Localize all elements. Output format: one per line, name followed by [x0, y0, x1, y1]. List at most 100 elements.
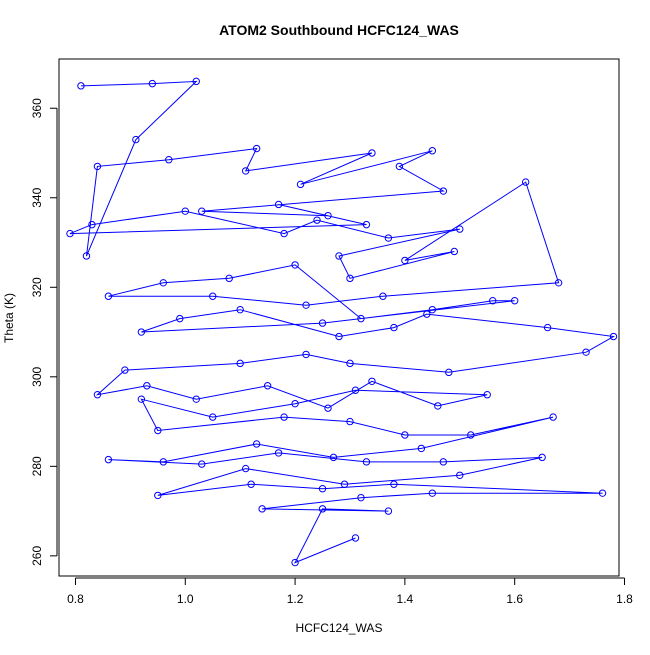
data-point [489, 297, 497, 305]
x-axis-label: HCFC124_WAS [296, 621, 383, 635]
data-point [609, 332, 618, 341]
data-point [198, 460, 206, 468]
data-point [417, 444, 426, 453]
data-point [357, 314, 365, 323]
data-point [384, 234, 393, 242]
data-point [428, 305, 437, 314]
data-point [318, 505, 327, 513]
data-point [236, 305, 244, 314]
data-point [439, 458, 448, 466]
data-point [538, 453, 546, 462]
plot-frame [58, 58, 620, 577]
data-point [181, 207, 189, 215]
data-point [313, 216, 321, 224]
plot-series [66, 77, 618, 567]
y-axis-label: Theta (K) [2, 293, 16, 343]
data-point [335, 252, 343, 260]
data-point [379, 292, 387, 300]
data-point [154, 426, 162, 435]
data-point [318, 485, 327, 493]
data-point [274, 449, 283, 457]
y-tick-label: 260 [30, 546, 44, 566]
data-point [143, 382, 151, 390]
data-point [198, 207, 206, 215]
data-point [225, 274, 233, 283]
data-point [582, 348, 590, 356]
data-point [401, 431, 409, 439]
data-point [280, 413, 288, 421]
data-point [428, 489, 437, 497]
data-point [258, 505, 266, 513]
data-point [395, 162, 404, 171]
x-tick-label: 1.6 [506, 592, 523, 606]
data-point [241, 464, 250, 473]
x-tick-label: 1.0 [177, 592, 194, 606]
x-tick-label: 0.8 [67, 592, 84, 606]
data-point [456, 225, 464, 233]
data-point [439, 187, 448, 195]
y-tick-label: 340 [30, 187, 44, 207]
data-point [324, 211, 332, 220]
data-point [274, 200, 283, 209]
data-point [324, 404, 332, 412]
data-point [362, 458, 371, 466]
data-point [357, 493, 365, 502]
data-point [241, 167, 250, 175]
data-point [291, 399, 299, 408]
data-point [450, 247, 458, 256]
data-point [428, 147, 437, 155]
data-point [340, 480, 349, 488]
data-point [434, 402, 442, 410]
data-point [209, 413, 217, 421]
x-tick-label: 1.8 [616, 592, 633, 606]
data-point [192, 395, 200, 403]
data-point [598, 489, 607, 497]
data-point [335, 332, 343, 341]
data-point [236, 359, 244, 368]
data-point [351, 534, 360, 542]
data-point [351, 386, 360, 394]
data-point [247, 480, 255, 488]
data-point [137, 395, 146, 403]
y-tick-label: 300 [30, 366, 44, 386]
data-point [291, 261, 299, 269]
data-point [209, 292, 217, 300]
data-point [159, 279, 168, 287]
data-point [154, 491, 162, 500]
data-point [346, 359, 354, 368]
data-point [543, 323, 552, 332]
data-point [445, 368, 453, 377]
data-point [252, 440, 261, 448]
data-point [329, 453, 338, 462]
y-axis: 260 280 300 320 340 360 [30, 98, 58, 566]
data-point [148, 79, 157, 88]
data-point [252, 144, 261, 153]
data-point [318, 319, 327, 327]
data-point [104, 292, 113, 300]
data-point [296, 180, 305, 189]
data-point [467, 431, 475, 439]
data-point [554, 279, 563, 287]
data-point [368, 149, 376, 157]
data-point [302, 350, 310, 359]
x-axis: 0.8 1.0 1.2 1.4 1.6 1.8 [67, 577, 633, 606]
y-tick-label: 320 [30, 277, 44, 297]
data-point [88, 220, 96, 229]
data-point [82, 252, 91, 260]
data-point [510, 297, 519, 305]
y-tick-label: 360 [30, 98, 44, 118]
x-tick-label: 1.2 [287, 592, 304, 606]
data-point [549, 413, 557, 421]
data-point [346, 417, 354, 426]
data-point [159, 458, 168, 466]
data-point [165, 156, 173, 164]
data-point [368, 377, 376, 385]
data-point [362, 220, 371, 229]
data-point [132, 135, 140, 144]
chart-title: ATOM2 Southbound HCFC124_WAS [219, 22, 459, 38]
data-point [121, 366, 129, 374]
data-point [456, 471, 464, 479]
data-point [390, 480, 398, 488]
data-point [483, 391, 491, 399]
